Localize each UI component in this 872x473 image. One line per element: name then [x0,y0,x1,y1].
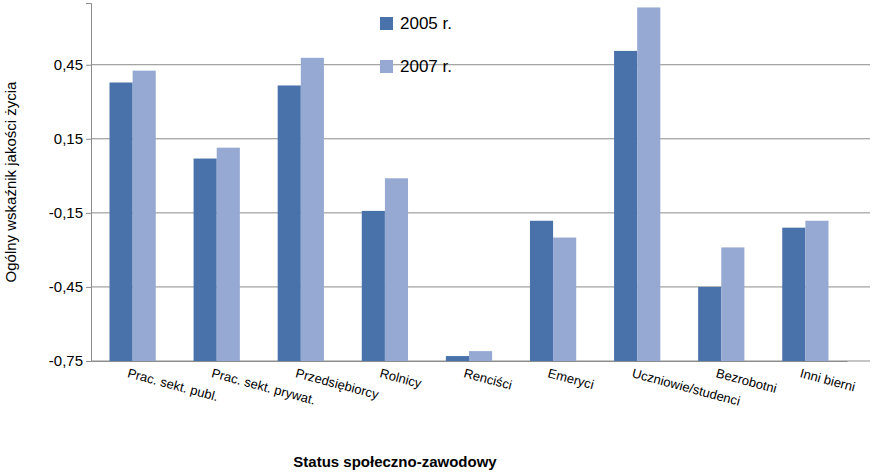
bar [782,228,805,361]
bar [553,238,576,361]
y-tick-label: -0,75 [49,352,83,369]
y-tick: 0,15 [54,130,91,147]
grid-line [91,64,870,65]
y-tick-mark [86,65,91,66]
bars [110,7,829,361]
y-tick: -0,45 [49,278,91,295]
x-tick: Rolnicy [378,361,424,391]
plot: -0,75 -0,45 -0,15 0,15 0,45 Prac. sekt. publ.… [49,4,870,409]
bar [278,85,301,361]
y-axis-line [86,4,92,362]
y-tick-label: 0,45 [54,56,83,73]
bar [385,178,408,361]
bar [217,148,240,361]
x-tick: Bezrobotni [715,361,779,396]
y-tick-mark [86,287,91,288]
x-tick-label: Przedsiębiorcy [294,365,381,402]
x-tick: Przedsiębiorcy [294,361,381,402]
x-tick-label: Inni bierni [799,365,857,394]
y-axis-title: Ogólny wskaźnik jakości życia [2,81,19,283]
chart: -0,75 -0,45 -0,15 0,15 0,45 Prac. sekt. publ.… [0,0,872,473]
x-tick-label: Prac. sekt. publ. [126,365,220,404]
bar [721,247,744,361]
x-axis-title: Status społeczno-zawodowy [293,453,497,470]
y-tick: 0,45 [54,56,91,73]
legend-label: 2007 r. [400,57,452,76]
x-axis-line [92,361,848,362]
y-tick-mark [86,213,91,214]
x-tick-label: Rolnicy [378,365,424,391]
grid [91,65,870,361]
legend-item: 2007 r. [380,57,452,76]
bar [805,221,828,361]
y-tick-mark [86,361,91,362]
y-tick: -0,15 [49,204,91,221]
bar [698,287,721,361]
legend-label: 2005 r. [400,14,452,33]
legend-swatch [380,17,393,30]
bar [469,351,492,361]
legend-swatch [380,60,393,73]
bar [133,71,156,361]
bar [446,356,469,361]
y-tick-label: 0,15 [54,130,83,147]
legend-item: 2005 r. [380,14,452,33]
bar [362,211,385,361]
bar [637,7,660,361]
bar [110,83,133,361]
x-tick-label: Renciści [462,365,513,392]
bar [614,51,637,361]
x-tick-label: Emeryci [546,365,595,392]
x-tick-label: Bezrobotni [715,365,779,396]
bar [301,58,324,361]
y-tick: -0,75 [49,352,91,369]
x-tick: Prac. sekt. publ. [126,361,220,404]
legend: 2005 r. 2007 r. [380,14,452,76]
bar [530,221,553,361]
x-tick: Emeryci [546,361,595,392]
grid-line [91,138,870,139]
x-tick: Renciści [462,361,513,393]
y-axis: -0,75 -0,45 -0,15 0,15 0,45 [49,4,92,370]
bar [194,159,217,361]
x-axis: Prac. sekt. publ.Prac. sekt. prywat.Prze… [92,361,858,409]
y-tick-mark [86,139,91,140]
y-tick-label: -0,15 [49,204,83,221]
x-tick: Inni bierni [799,361,857,395]
y-tick-label: -0,45 [49,278,83,295]
